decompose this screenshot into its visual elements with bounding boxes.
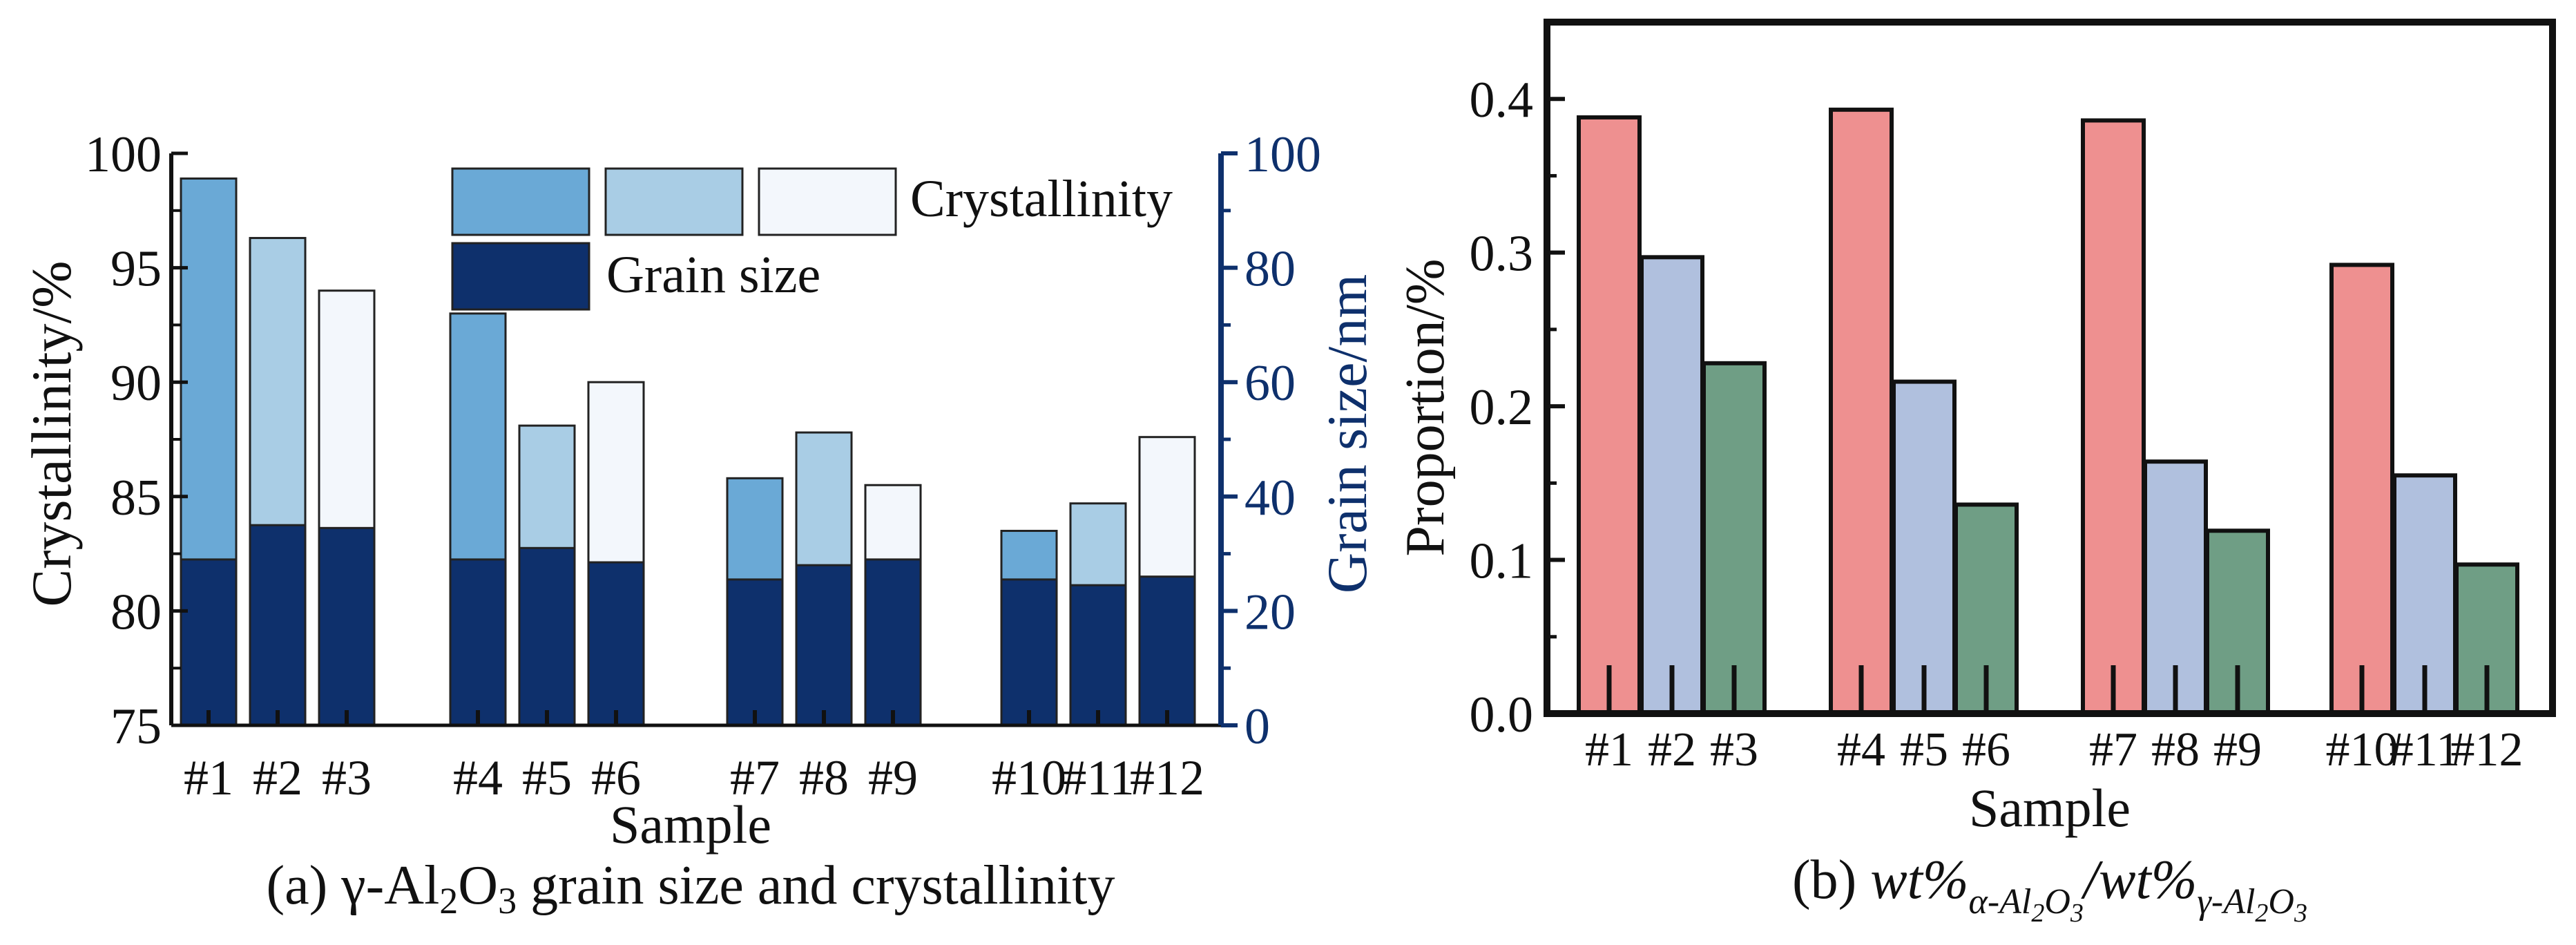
- panel-b-x-label: Sample: [1969, 778, 2131, 838]
- proportion-bar: [1702, 361, 1767, 716]
- x-tick-label: #5: [522, 750, 572, 805]
- panel-a-bars: [180, 177, 1196, 727]
- grain-size-bar: [1000, 578, 1058, 727]
- grain-size-bar: [587, 561, 645, 727]
- x-tick-label: #6: [1962, 723, 2010, 776]
- panel-b-axes: #1 #2 #3 #4 #5 #6 #7 #8 #9 #10#11#12 0.0 0.1 0.2 0.3 0…: [1470, 19, 2556, 776]
- panel-a-crystallinity-grain-chart: Crystallinity Grain size #1 #2 #3 #4 #5 #6 #7 #…: [20, 126, 1378, 922]
- y-left-tick-label: 75: [110, 698, 162, 755]
- y-left-tick-label: 85: [110, 470, 162, 526]
- y-left-tick-label: 100: [85, 126, 162, 183]
- grain-size-bar: [249, 524, 307, 727]
- x-tick-label: #7: [730, 750, 780, 805]
- grain-size-bar: [180, 558, 238, 727]
- panel-b-bars: [1577, 107, 2519, 716]
- x-tick-label: #8: [2151, 723, 2200, 776]
- grain-size-bar: [864, 558, 922, 727]
- x-tick-label: #3: [1710, 723, 1758, 776]
- y-tick-label: 0.3: [1470, 226, 1534, 283]
- x-tick-label: #2: [1648, 723, 1696, 776]
- legend-swatch-crystallinity-2: [604, 167, 744, 236]
- legend-label-crystallinity: Crystallinity: [910, 170, 1173, 228]
- y-right-tick-label: 40: [1244, 470, 1296, 526]
- grain-size-bar: [1069, 584, 1127, 727]
- proportion-bar: [1640, 255, 1704, 716]
- x-tick-label: #8: [799, 750, 849, 805]
- grain-size-bar: [1138, 575, 1196, 727]
- x-tick-label: #12: [2451, 723, 2524, 776]
- y-right-tick-label: 100: [1244, 126, 1321, 183]
- y-right-tick-label: 80: [1244, 241, 1296, 298]
- panel-a-y-right-label: Grain size/nm: [1316, 274, 1378, 593]
- x-tick-label: #10: [2326, 723, 2399, 776]
- legend-swatch-crystallinity-3: [758, 167, 897, 236]
- proportion-bar: [2081, 118, 2146, 716]
- y-left-tick-label: 80: [110, 584, 162, 640]
- x-tick-label: #11: [2390, 723, 2460, 776]
- x-tick-label: #11: [1061, 750, 1134, 805]
- legend-swatch-grain: [451, 242, 590, 311]
- x-tick-label: #2: [253, 750, 302, 805]
- proportion-bar: [1577, 115, 1642, 716]
- legend-label-grain: Grain size: [606, 246, 820, 304]
- panel-a-axes: #1 #2 #3 #4 #5 #6 #7 #8 #9 #10#11#12 75 80 85 90 95 100…: [85, 126, 1321, 805]
- panel-a-caption: (a) γ-Al2O3 grain size and crystallinity: [267, 855, 1115, 922]
- legend-swatch-crystallinity-1: [451, 167, 590, 236]
- y-right-tick-label: 0: [1244, 698, 1270, 755]
- x-tick-label: #1: [184, 750, 233, 805]
- y-tick-label: 0.1: [1470, 533, 1534, 590]
- proportion-bar: [2329, 262, 2394, 716]
- y-tick-label: 0.4: [1470, 72, 1534, 128]
- panel-b-frame: [1544, 19, 2556, 717]
- proportion-bar: [2454, 562, 2519, 716]
- panel-b-proportion-chart: #1 #2 #3 #4 #5 #6 #7 #8 #9 #10#11#12 0.0 0.1 0.2 0.3 0…: [1395, 19, 2556, 928]
- x-tick-label: #3: [322, 750, 372, 805]
- panel-a-x-label: Sample: [610, 794, 771, 855]
- y-left-tick-label: 95: [110, 241, 162, 298]
- y-tick-label: 0.0: [1470, 687, 1534, 743]
- x-tick-label: #10: [992, 750, 1066, 805]
- grain-size-bar: [795, 564, 853, 727]
- grain-size-bar: [518, 546, 576, 727]
- grain-size-bar: [318, 526, 376, 727]
- grain-size-bar: [726, 578, 784, 727]
- panel-a-legend: Crystallinity Grain size: [451, 167, 1173, 311]
- grain-size-bar: [449, 558, 507, 727]
- proportion-bar: [1829, 107, 1894, 716]
- y-right-tick-label: 20: [1244, 584, 1296, 640]
- x-tick-label: #9: [868, 750, 918, 805]
- y-left-tick-label: 90: [110, 355, 162, 412]
- proportion-bar: [1892, 379, 1957, 716]
- x-tick-label: #7: [2089, 723, 2137, 776]
- x-tick-label: #6: [591, 750, 641, 805]
- x-tick-label: #4: [1837, 723, 1885, 776]
- x-tick-label: #12: [1130, 750, 1204, 805]
- panel-a-y-left-label: Crystallinity/%: [20, 260, 83, 607]
- x-tick-label: #5: [1900, 723, 1948, 776]
- y-right-tick-label: 60: [1244, 355, 1296, 412]
- panel-b-caption: (b) wt%α-Al2O3/wt%γ-Al2O3: [1792, 850, 2307, 928]
- panel-b-y-label: Proportion/%: [1395, 258, 1456, 556]
- y-tick-label: 0.2: [1470, 379, 1534, 436]
- x-tick-label: #4: [453, 750, 503, 805]
- x-tick-label: #1: [1585, 723, 1633, 776]
- x-tick-label: #9: [2213, 723, 2262, 776]
